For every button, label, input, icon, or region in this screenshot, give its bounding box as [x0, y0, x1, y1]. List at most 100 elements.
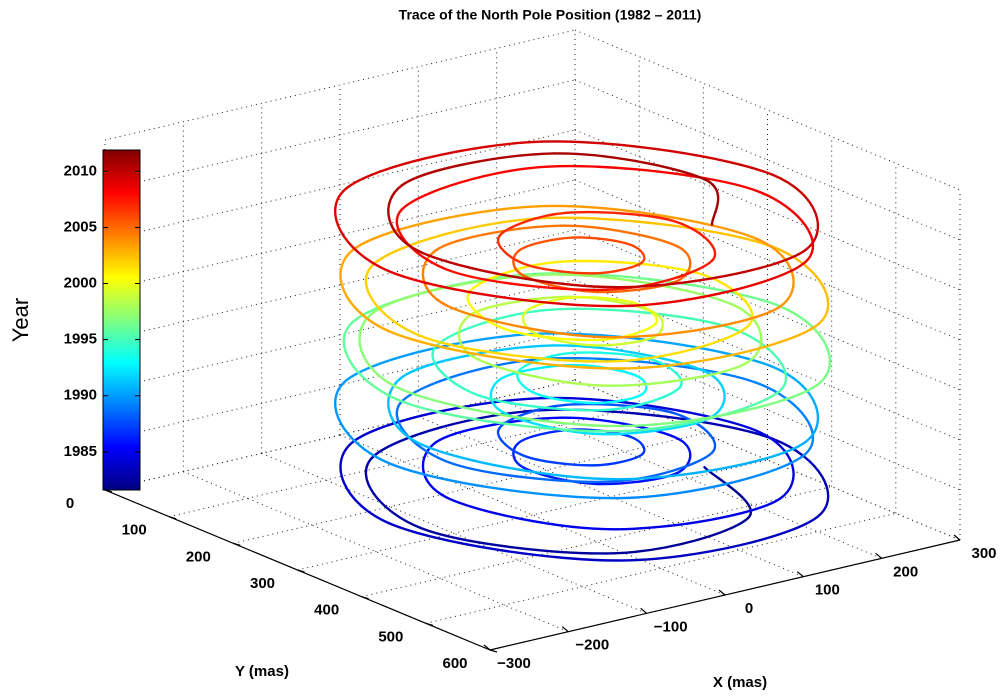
x-tick-label: 100 [815, 582, 840, 599]
x-tick-label: −200 [575, 637, 609, 654]
trace-segment [541, 140, 775, 177]
trace-segment [592, 335, 657, 347]
trace-segment [621, 261, 807, 308]
grid-line [233, 432, 704, 544]
colorbar-tick-label: 2010 [64, 162, 97, 179]
x-tick [953, 534, 961, 541]
y-tick-label: 400 [314, 602, 339, 619]
trace-segment [777, 304, 832, 386]
trace-segment [387, 269, 624, 308]
colorbar-tick-label: 2005 [64, 218, 97, 235]
x-tick [640, 607, 648, 614]
x-tick [875, 552, 883, 559]
x-tick-label: 200 [893, 563, 918, 580]
trace-segment [553, 344, 706, 373]
trace-segment [628, 243, 646, 264]
trace-segment [731, 327, 788, 392]
trace-segment [351, 204, 546, 252]
trace-segment [675, 244, 692, 281]
grid-line [425, 512, 896, 624]
trace-segment [518, 351, 572, 372]
x-tick [718, 589, 726, 596]
trace-segment [565, 402, 678, 416]
grid-line [361, 486, 832, 598]
trace-segment [371, 216, 546, 267]
grid-line [297, 459, 768, 571]
grid-line [104, 379, 576, 491]
trace-segment [398, 399, 621, 433]
trace-segment [543, 396, 759, 433]
trace-segment [496, 234, 525, 265]
trace-segment [418, 250, 621, 289]
trace-segment [445, 496, 615, 531]
trace-segment [400, 165, 551, 211]
trace-segment [518, 428, 574, 444]
x-tick [483, 644, 491, 651]
trace-segment [543, 216, 775, 249]
trace-segment [606, 360, 750, 387]
trace-segment [628, 435, 646, 456]
trace-segment [612, 305, 782, 339]
trace-segment [533, 391, 595, 405]
trace-segment [457, 314, 478, 360]
trace-segment [344, 140, 544, 190]
chart-title: Trace of the North Pole Position (1982 –… [399, 7, 702, 23]
trace-segment [518, 236, 574, 252]
colorbar-tick-label: 1985 [64, 443, 97, 460]
trace-segment [772, 173, 820, 252]
trace-segment [522, 466, 599, 486]
trace-segment [543, 204, 759, 241]
trace-segment [703, 178, 720, 226]
trace-segment [400, 344, 556, 379]
trace-segment [606, 451, 714, 483]
y-tick-label: 100 [122, 522, 147, 539]
trace-segment [592, 453, 644, 467]
x-tick-label: −100 [654, 618, 688, 635]
trace-segment [559, 416, 678, 440]
grid-line [574, 29, 961, 191]
grid-line [104, 79, 576, 191]
trace-segment [772, 245, 830, 326]
trace-segment [571, 236, 632, 246]
grid-line [104, 279, 576, 391]
trace-segment [596, 323, 657, 342]
trace-segment [351, 396, 546, 444]
trace-segment [421, 441, 448, 499]
trace-segment [596, 278, 681, 294]
trace-segment [547, 164, 759, 193]
trace-segment [364, 263, 422, 337]
trace-segment [623, 323, 820, 370]
trace-segment [418, 526, 615, 555]
x-axis-label: X (mas) [713, 674, 767, 691]
y-tick [233, 542, 241, 546]
trace-segment [755, 429, 795, 500]
trace-segment [334, 187, 391, 273]
trace-segment [395, 208, 448, 271]
trace-segment [675, 220, 717, 262]
trace-segment [547, 356, 759, 385]
y-tick-label: 500 [378, 628, 403, 645]
trace-segment [371, 408, 546, 459]
trace-segment [521, 310, 536, 335]
trace-segment [468, 260, 562, 293]
trace-segment [445, 268, 610, 292]
grid-line [104, 129, 576, 241]
trace-segment [522, 454, 595, 467]
trace-segment [703, 466, 752, 520]
trace-segment [418, 334, 615, 363]
x-tick [796, 571, 804, 578]
y-tick-label: 200 [186, 548, 211, 565]
trace-segment [600, 386, 681, 412]
trace-segment [623, 515, 820, 562]
grid-line [104, 179, 576, 291]
trace-segment [675, 412, 717, 454]
grid-line [169, 406, 640, 518]
trace-segment [400, 152, 556, 187]
trace-segment [395, 400, 448, 463]
trace-segment [703, 370, 726, 418]
trace-segment [553, 307, 734, 330]
trace-segment [533, 331, 595, 347]
trace-segment [559, 224, 678, 248]
trace-segment [434, 416, 562, 444]
